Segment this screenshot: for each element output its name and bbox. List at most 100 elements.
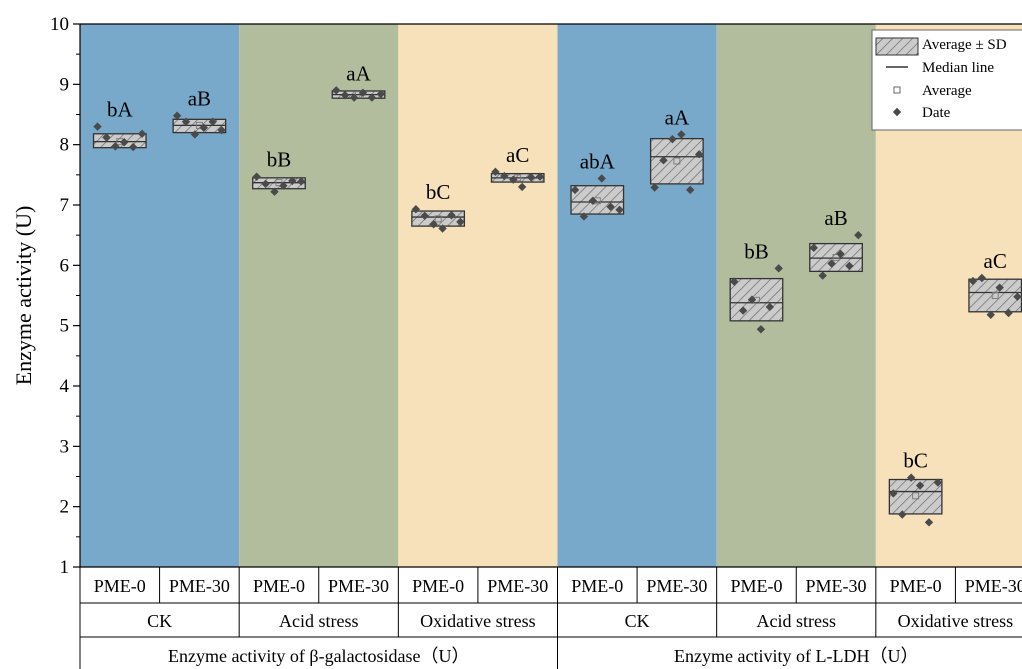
background-band — [557, 24, 717, 567]
data-point — [102, 133, 111, 142]
data-point — [340, 90, 350, 100]
significance-label: bC — [903, 449, 928, 473]
treatment-label: PME-30 — [965, 576, 1022, 596]
data-point — [420, 211, 429, 221]
condition-label: CK — [625, 611, 650, 631]
data-point — [120, 138, 129, 147]
legend-point-swatch — [892, 107, 902, 117]
legend-label: Date — [922, 105, 951, 121]
data-point — [376, 89, 386, 99]
y-axis-title: Enzyme activity (U) — [11, 206, 36, 386]
data-point — [924, 518, 934, 527]
average-marker — [434, 215, 442, 223]
data-point — [535, 172, 545, 181]
data-point — [252, 172, 261, 181]
y-tick-label: 3 — [60, 436, 70, 457]
data-point — [208, 117, 217, 126]
average-marker — [832, 254, 840, 261]
data-point — [491, 167, 500, 177]
legend-label: Median line — [922, 60, 994, 76]
data-point — [588, 196, 598, 205]
data-point — [456, 217, 465, 227]
data-point — [765, 302, 775, 312]
data-point — [1013, 292, 1022, 301]
y-tick-label: 2 — [60, 497, 70, 518]
data-point — [915, 481, 925, 490]
data-point — [93, 122, 102, 131]
y-tick-label: 7 — [60, 195, 70, 216]
treatment-label: PME-0 — [94, 576, 146, 596]
data-point — [906, 473, 916, 482]
significance-label: bB — [267, 148, 292, 172]
significance-label: bA — [107, 98, 134, 122]
average-marker — [275, 179, 283, 187]
data-point — [968, 276, 978, 286]
data-point — [349, 93, 359, 102]
data-point — [827, 259, 836, 268]
background-band — [80, 24, 240, 567]
y-tick-label: 9 — [60, 74, 70, 95]
y-tick-label: 1 — [60, 557, 70, 578]
boxes — [92, 90, 1022, 515]
data-point — [659, 156, 668, 165]
category-table: PME-0 PME-30 PME-0 PME-30 PME-0 PME-30 PME-0 PM… — [79, 566, 1022, 669]
data-point — [597, 174, 606, 183]
condition-label: CK — [147, 611, 172, 631]
data-point — [288, 176, 297, 186]
average-marker — [912, 492, 920, 500]
significance-label: aC — [506, 143, 529, 167]
data-point — [199, 123, 209, 132]
data-point — [729, 277, 739, 286]
sd-box — [92, 133, 147, 149]
data-point — [686, 185, 695, 195]
significance-label: aA — [665, 105, 690, 129]
y-tick-label: 5 — [60, 316, 70, 337]
data-point — [111, 142, 120, 151]
data-point — [509, 175, 518, 184]
average-marker — [991, 292, 999, 299]
data-point — [1004, 308, 1013, 318]
treatment-label: PME-0 — [253, 576, 305, 596]
data-point — [128, 142, 138, 152]
legend-box-swatch — [875, 37, 919, 56]
significance-label: aB — [188, 87, 211, 111]
data-point — [367, 93, 377, 102]
data-point — [668, 135, 677, 144]
data-point — [181, 117, 191, 126]
data-point — [677, 130, 686, 139]
sd-box — [649, 137, 704, 185]
data-point — [615, 205, 624, 215]
sd-box — [411, 210, 466, 227]
treatment-label: PME-30 — [806, 576, 867, 596]
data-point — [995, 283, 1004, 292]
legend: Average ± SD Median line Average Date — [871, 29, 1022, 131]
data-point — [332, 86, 341, 95]
data-point — [579, 212, 589, 221]
data-point — [447, 211, 456, 220]
data-point — [845, 261, 854, 271]
data-point — [429, 220, 438, 229]
sd-box — [968, 278, 1022, 313]
condition-label: Oxidative stress — [420, 611, 535, 631]
condition-label: Oxidative stress — [898, 611, 1013, 631]
legend-average-swatch — [893, 86, 901, 94]
background-band — [398, 24, 558, 567]
data-point — [606, 202, 615, 212]
data-point — [836, 249, 845, 259]
average-marker — [673, 157, 681, 165]
sd-box — [888, 478, 943, 515]
significance-label: bC — [426, 180, 451, 204]
significance-label: aB — [824, 206, 847, 230]
data-point — [190, 130, 200, 139]
treatment-label: PME-30 — [487, 576, 548, 596]
group-label: Enzyme activity of L-LDH（U） — [674, 646, 918, 666]
y-tick-label: 10 — [50, 14, 69, 35]
y-tick-label: 4 — [60, 376, 70, 397]
data-point — [694, 150, 704, 159]
treatment-label: PME-30 — [328, 576, 389, 596]
treatment-label: PME-30 — [646, 576, 707, 596]
significance-label: bB — [744, 239, 769, 263]
background-band — [239, 24, 399, 567]
